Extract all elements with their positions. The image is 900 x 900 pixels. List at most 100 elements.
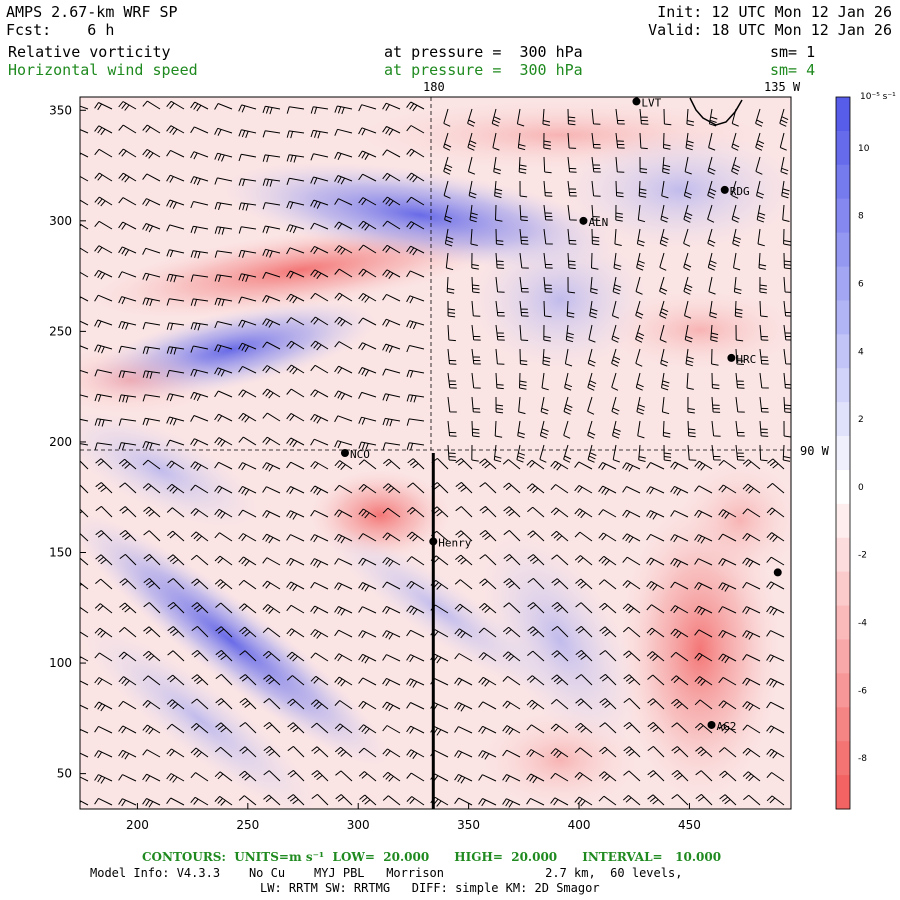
station-marker <box>632 97 641 106</box>
wind-barb <box>262 365 281 374</box>
wind-barb <box>214 795 233 806</box>
wind-barb <box>708 132 716 151</box>
wind-barb <box>80 128 89 134</box>
wind-barb <box>358 391 377 399</box>
wind-barb <box>622 795 641 806</box>
wind-barb <box>574 771 593 782</box>
wind-barb <box>406 725 425 734</box>
wind-barb <box>80 606 89 614</box>
model-title: AMPS 2.67-km WRF SP <box>6 3 178 21</box>
wind-barb <box>262 436 281 446</box>
wind-barb <box>262 202 281 210</box>
wind-barb <box>80 655 89 662</box>
wind-barb <box>611 396 620 415</box>
x-tick-label: 250 <box>236 818 259 832</box>
coastline <box>689 97 743 126</box>
wind-barb <box>742 654 761 662</box>
wind-barb <box>759 348 769 365</box>
wind-barb <box>118 321 137 330</box>
wind-barb <box>447 420 457 437</box>
wind-barb <box>406 678 425 688</box>
wind-barb <box>358 244 377 254</box>
colorbar-segment <box>836 130 850 166</box>
wind-barb <box>382 483 401 494</box>
wind-barb <box>711 396 721 413</box>
x-tick-label: 450 <box>678 818 701 832</box>
wind-barb <box>543 324 551 342</box>
wind-barb <box>80 271 89 278</box>
wind-barb <box>167 554 185 566</box>
wind-barb <box>118 296 137 305</box>
wind-barb <box>382 442 401 450</box>
colorbar-tick-label: 0 <box>858 483 864 493</box>
wind-barb <box>407 482 425 494</box>
wind-barb <box>574 484 593 494</box>
wind-barb <box>358 416 377 425</box>
wind-barb <box>262 154 281 163</box>
wind-barb <box>382 701 401 712</box>
wind-barb <box>190 772 209 782</box>
wind-barb <box>670 628 689 639</box>
field2-level: at pressure = 300 hPa <box>384 61 583 79</box>
wind-barb <box>190 298 209 307</box>
wind-barb <box>167 602 185 614</box>
wind-barb <box>118 101 137 111</box>
wind-barb <box>94 294 113 302</box>
wind-barb <box>190 176 209 186</box>
wind-barb <box>214 250 233 258</box>
wind-barb <box>709 300 718 319</box>
wind-barb <box>310 629 329 639</box>
wind-barb <box>622 580 641 590</box>
wind-barb <box>598 795 617 806</box>
wind-barb <box>119 602 137 614</box>
wind-barb <box>262 510 281 519</box>
wind-barb <box>767 458 785 470</box>
wind-barb <box>591 228 600 246</box>
wind-barb <box>647 722 665 734</box>
wind-barb <box>334 700 353 710</box>
wind-barb <box>766 772 785 782</box>
wind-barb <box>119 482 137 494</box>
wind-barb <box>718 653 737 664</box>
wind-barb <box>358 771 377 782</box>
wind-barb <box>766 532 785 543</box>
wind-barb <box>612 444 620 463</box>
wind-barb <box>575 650 593 662</box>
wind-barb <box>214 485 233 494</box>
wind-barb <box>406 605 425 616</box>
wind-barb <box>661 396 670 415</box>
wind-barb <box>637 204 646 223</box>
wind-barb <box>574 722 593 734</box>
wind-barb <box>683 180 692 199</box>
wind-barb <box>622 509 641 518</box>
wind-barb <box>334 582 353 591</box>
wind-barb <box>215 626 233 638</box>
wind-barb <box>659 324 667 343</box>
wind-barb <box>670 485 689 496</box>
wind-barb <box>471 444 479 462</box>
wind-barb <box>166 149 185 158</box>
wind-barb <box>191 578 209 590</box>
wind-barb <box>382 557 401 567</box>
wind-barb <box>406 394 425 403</box>
wind-barb <box>214 508 233 519</box>
station-marker <box>720 185 729 194</box>
wind-barb <box>214 297 233 307</box>
wind-barb <box>358 220 377 231</box>
wind-barb <box>80 582 89 590</box>
wind-barb <box>467 156 476 175</box>
wind-barb <box>358 441 377 451</box>
wind-barb <box>695 794 713 806</box>
wind-barb <box>526 699 545 710</box>
wind-barb <box>766 795 785 806</box>
wind-barb <box>661 372 670 391</box>
wind-barb <box>694 582 713 591</box>
wind-barb <box>263 698 281 710</box>
wind-barb <box>263 722 281 734</box>
wind-barb <box>766 678 785 688</box>
wind-barb <box>638 444 646 462</box>
wind-barb <box>719 770 737 782</box>
wind-barb <box>214 390 233 398</box>
wind-barb <box>215 650 233 662</box>
wind-barb <box>718 723 737 734</box>
